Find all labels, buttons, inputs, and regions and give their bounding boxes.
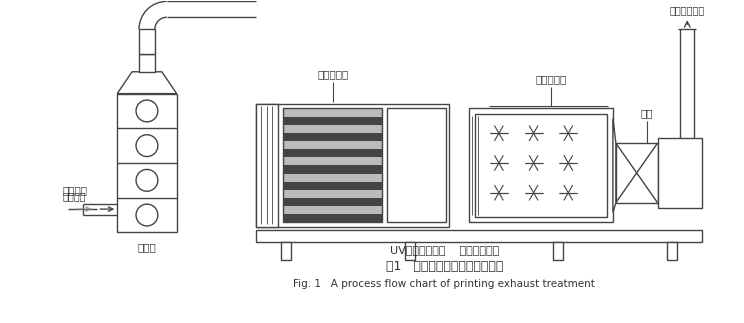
Bar: [283, 198, 382, 206]
Bar: [658, 138, 702, 208]
Text: 喷淋塔: 喷淋塔: [138, 242, 156, 252]
Bar: [554, 242, 563, 260]
Bar: [283, 173, 382, 182]
Bar: [283, 141, 382, 149]
Circle shape: [136, 204, 158, 226]
Text: UV光解氧化装置    雾化吸收装置: UV光解氧化装置 雾化吸收装置: [390, 245, 499, 255]
Bar: [139, 29, 155, 54]
Bar: [283, 117, 382, 125]
Polygon shape: [613, 118, 616, 213]
Bar: [256, 230, 702, 242]
Circle shape: [136, 135, 158, 157]
Bar: [283, 165, 382, 173]
Text: 净化气体排放: 净化气体排放: [670, 5, 705, 15]
Bar: [283, 157, 382, 165]
Bar: [256, 103, 278, 227]
Bar: [256, 103, 449, 227]
Text: Fig. 1   A process flow chart of printing exhaust treatment: Fig. 1 A process flow chart of printing …: [293, 279, 595, 289]
Bar: [667, 242, 677, 260]
Bar: [283, 109, 382, 223]
Bar: [283, 133, 382, 141]
Bar: [283, 109, 382, 117]
Bar: [283, 125, 382, 133]
Bar: [280, 242, 291, 260]
Bar: [283, 214, 382, 223]
Text: 风机: 风机: [641, 109, 653, 119]
Bar: [139, 54, 155, 72]
Bar: [283, 182, 382, 190]
Circle shape: [136, 100, 158, 122]
Bar: [118, 94, 176, 232]
Text: 气雾分离器: 气雾分离器: [317, 69, 348, 79]
Bar: [387, 109, 446, 223]
Text: 废气进口: 废气进口: [62, 185, 87, 195]
Text: 图1   某印刷废气治理工艺流程图: 图1 某印刷废气治理工艺流程图: [385, 260, 503, 273]
Bar: [283, 149, 382, 157]
Polygon shape: [118, 72, 176, 94]
Bar: [283, 206, 382, 214]
Bar: [616, 143, 658, 203]
Bar: [405, 242, 414, 260]
Text: 废气进口: 废气进口: [62, 191, 86, 201]
Circle shape: [136, 170, 158, 191]
Bar: [283, 190, 382, 198]
Bar: [475, 114, 607, 216]
Bar: [469, 109, 613, 223]
Text: 气雾分离器: 气雾分离器: [536, 74, 567, 84]
